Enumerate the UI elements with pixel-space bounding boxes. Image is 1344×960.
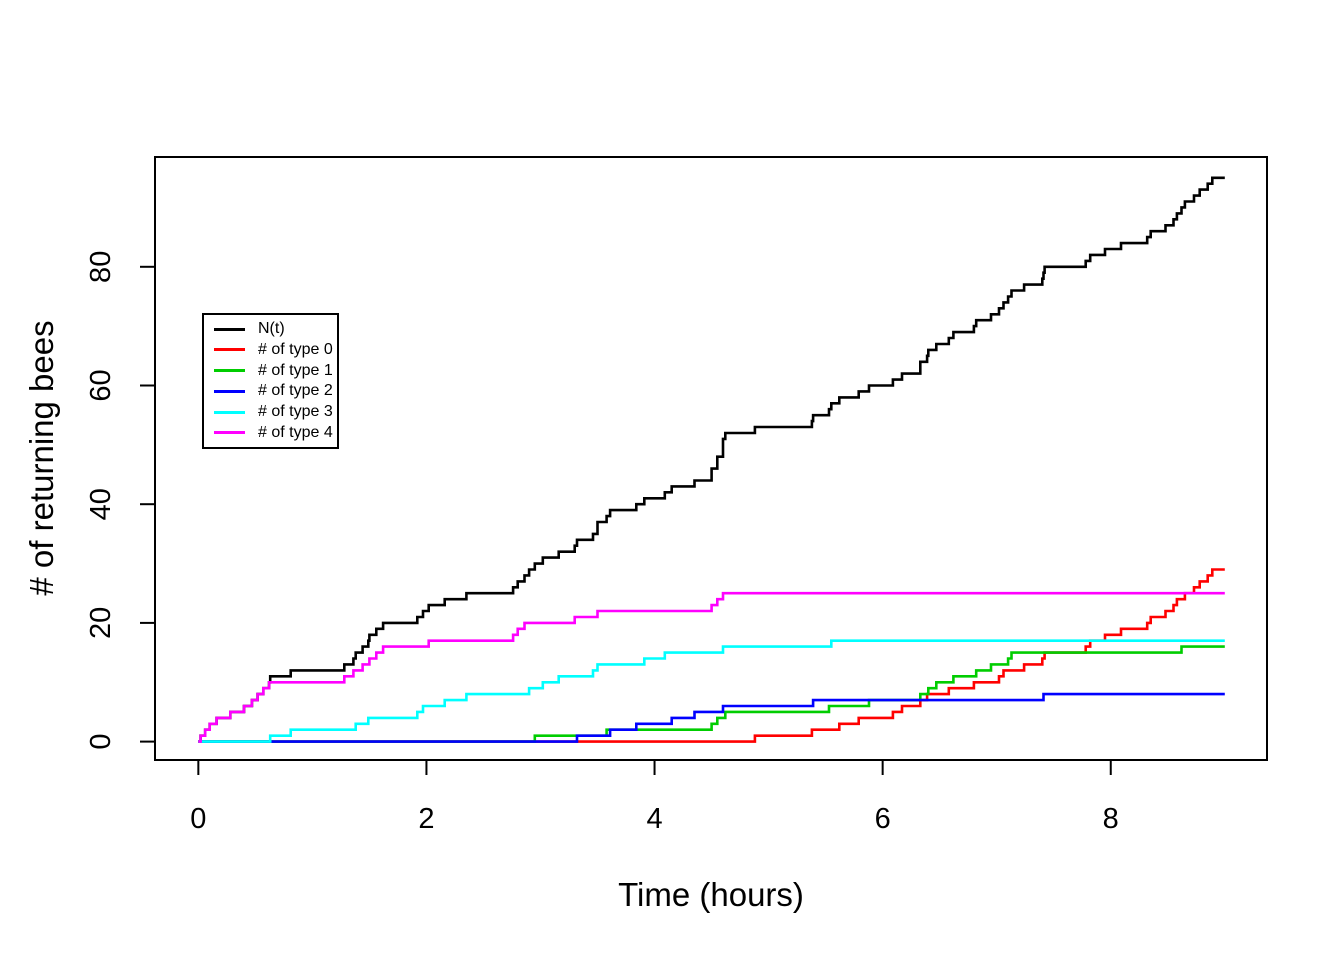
legend-label: # of type 2 xyxy=(258,382,333,400)
x-tick-label: 2 xyxy=(418,803,434,835)
series-line-1 xyxy=(198,568,1225,743)
x-tick-label: 8 xyxy=(1103,803,1119,835)
series-line-3 xyxy=(198,692,1225,743)
y-tick-label: 0 xyxy=(85,734,117,750)
legend-label: N(t) xyxy=(258,320,285,338)
legend-label: # of type 0 xyxy=(258,340,333,358)
x-tick-label: 6 xyxy=(875,803,891,835)
legend-line-swatch-nt xyxy=(214,327,245,331)
legend-line-swatch-type-2 xyxy=(214,389,245,393)
x-tick-label: 4 xyxy=(646,803,662,835)
legend-label: # of type 3 xyxy=(258,403,333,420)
legend-item-nt: N(t) xyxy=(214,319,337,340)
y-tick-label: 60 xyxy=(85,369,117,401)
legend-line-swatch-type-1 xyxy=(214,369,245,373)
legend-item-type-4: # of type 4 xyxy=(214,422,337,443)
x-axis-title: Time (hours) xyxy=(618,876,804,913)
y-tick-label: 80 xyxy=(85,251,117,283)
legend-item-type-1: # of type 1 xyxy=(214,360,337,381)
x-tick-label: 0 xyxy=(190,803,206,835)
y-tick-label: 20 xyxy=(85,607,117,639)
legend-line-swatch-type-3 xyxy=(214,410,245,414)
y-axis-title: # of returning bees xyxy=(23,320,60,596)
legend-label: # of type 1 xyxy=(258,361,333,379)
legend: N(t) # of type 0 # of type 1 # of type 2… xyxy=(202,313,339,449)
legend-line-swatch-type-0 xyxy=(214,348,245,352)
series-line-0 xyxy=(198,176,1225,743)
legend-item-type-2: # of type 2 xyxy=(214,381,337,402)
legend-line-swatch-type-4 xyxy=(214,431,245,435)
series-line-4 xyxy=(198,639,1225,743)
legend-item-type-3: # of type 3 xyxy=(214,402,337,423)
legend-label: # of type 4 xyxy=(258,423,333,441)
plot-box xyxy=(154,156,1268,761)
legend-item-type-0: # of type 0 xyxy=(214,340,337,361)
series-line-2 xyxy=(198,645,1225,743)
y-tick-label: 40 xyxy=(85,488,117,520)
series-line-5 xyxy=(198,591,1225,743)
